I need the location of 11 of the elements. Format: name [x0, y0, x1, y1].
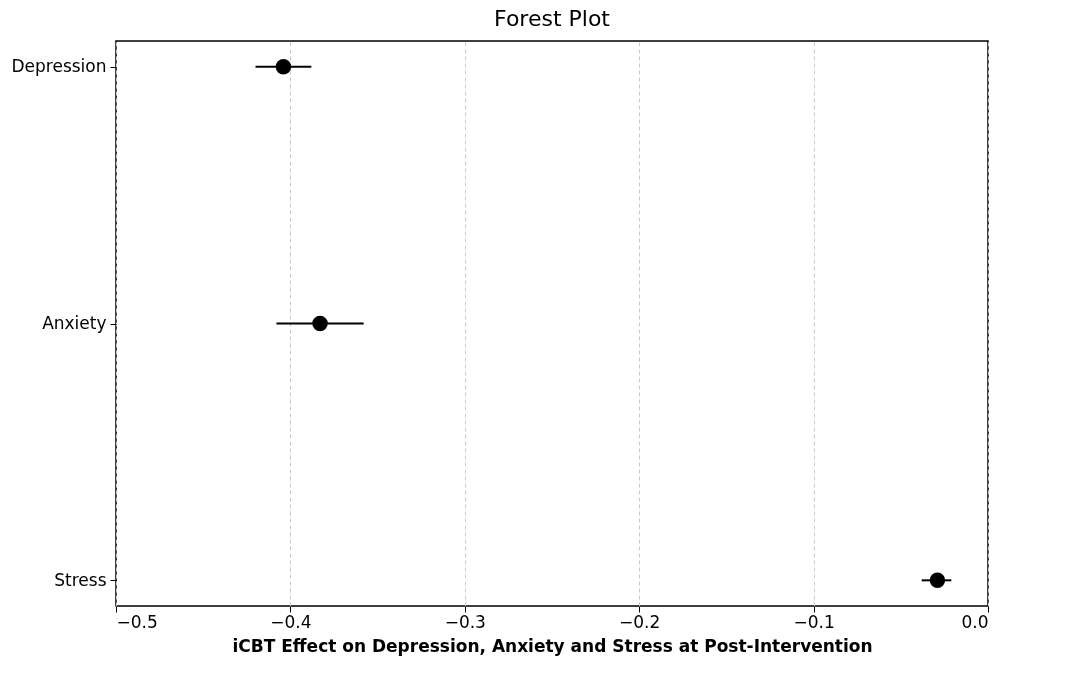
- x-tick-label: −0.4: [270, 611, 312, 632]
- x-tick-label: −0.2: [619, 611, 661, 632]
- x-tick-label: −0.3: [444, 611, 486, 632]
- chart-title: Forest Plot: [494, 6, 611, 31]
- x-tick-label: −0.5: [116, 611, 158, 632]
- y-tick-label: Anxiety: [42, 313, 107, 333]
- x-tick-label: 0.0: [961, 611, 989, 632]
- y-tick-label: Stress: [54, 569, 107, 590]
- x-axis-title: iCBT Effect on Depression, Anxiety and Stress at Post-Intervention: [232, 635, 873, 656]
- y-tick-label: Depression: [11, 56, 107, 77]
- x-tick-label: −0.1: [793, 611, 835, 632]
